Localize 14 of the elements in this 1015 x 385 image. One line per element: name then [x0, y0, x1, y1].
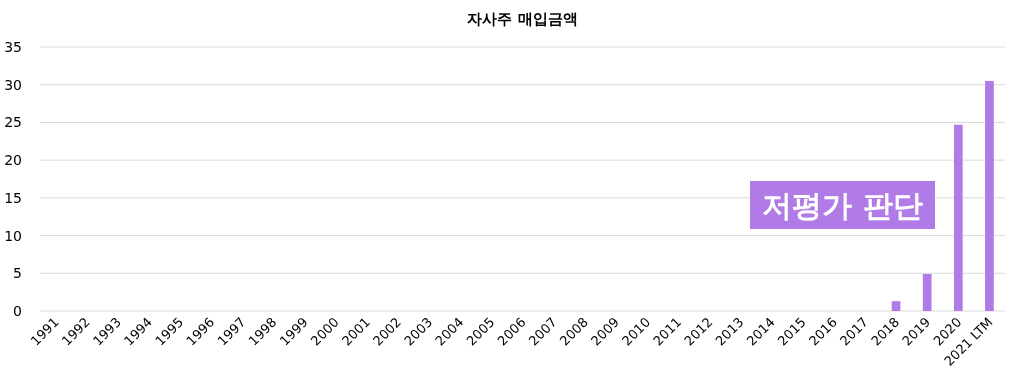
- chart-title: 자사주 매입금액: [467, 10, 578, 28]
- y-tick-label: 5: [13, 265, 22, 282]
- y-tick-label: 35: [4, 39, 22, 55]
- bar: [953, 124, 963, 311]
- y-tick-label: 20: [4, 152, 22, 169]
- bar: [922, 274, 932, 311]
- y-tick-label: 0: [13, 303, 22, 319]
- y-tick-label: 25: [4, 114, 22, 131]
- y-tick-label: 30: [4, 76, 22, 93]
- annotation: 저평가 판단: [762, 188, 923, 223]
- bar: [985, 80, 994, 311]
- y-tick-label: 10: [4, 227, 22, 244]
- bar: [891, 301, 901, 311]
- y-tick-label: 15: [4, 189, 22, 206]
